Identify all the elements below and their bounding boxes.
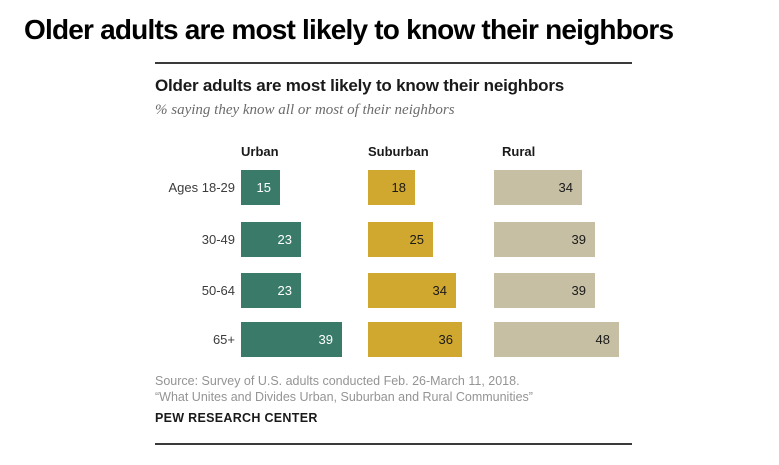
bar-chart: Urban 15 23 23 39 Suburban 18 25 34 36 Rural 34 39 39… (155, 144, 632, 359)
series-header-rural: Rural (502, 144, 536, 159)
bar-rural-30-49: 39 (494, 222, 595, 257)
bar-suburban-65-: 36 (368, 322, 462, 357)
bar-urban-50-64: 23 (241, 273, 301, 308)
chart-title: Older adults are most likely to know the… (155, 76, 565, 95)
bar-suburban-50-64: 34 (368, 273, 456, 308)
bar-rural-ages-18-29: 34 (494, 170, 582, 205)
series-header-urban: Urban (241, 144, 279, 159)
bar-urban-ages-18-29: 15 (241, 170, 280, 205)
bar-suburban-30-49: 25 (368, 222, 433, 257)
source-line-2: “What Unites and Divides Urban, Suburban… (155, 390, 533, 404)
category-label-65-: 65+ (212, 332, 235, 347)
bar-rural-50-64: 39 (494, 273, 595, 308)
category-label-50-64: 50-64 (201, 283, 235, 298)
category-label-30-49: 30-49 (201, 232, 235, 247)
chart-subtitle: % saying they know all or most of their … (155, 102, 455, 118)
category-label-ages-18-29: Ages 18-29 (168, 180, 236, 195)
page-title: Older adults are most likely to know the… (24, 14, 674, 45)
brand: PEW RESEARCH CENTER (155, 411, 318, 425)
chart-card: Older adults are most likely to know the… (155, 62, 632, 445)
bar-suburban-ages-18-29: 18 (368, 170, 415, 205)
series-header-suburban: Suburban (368, 144, 429, 159)
bar-urban-30-49: 23 (241, 222, 301, 257)
source-line-1: Source: Survey of U.S. adults conducted … (155, 374, 520, 388)
bar-urban-65-: 39 (241, 322, 342, 357)
bar-rural-65-: 48 (494, 322, 619, 357)
